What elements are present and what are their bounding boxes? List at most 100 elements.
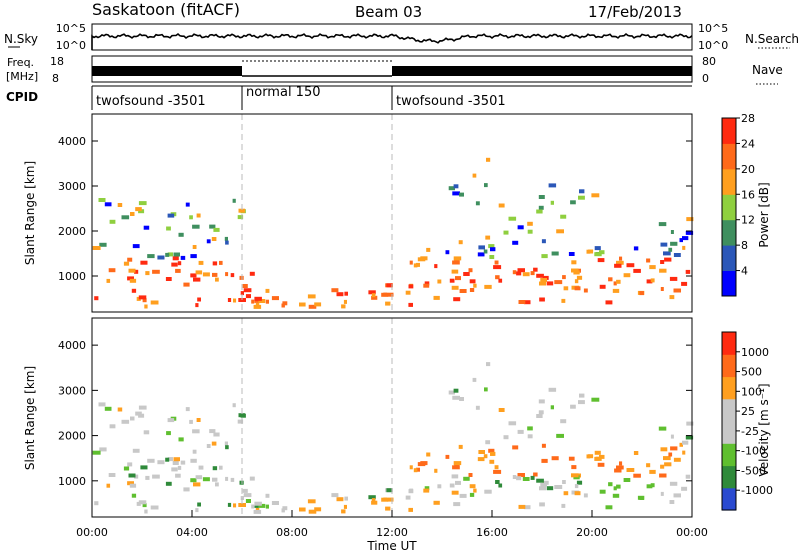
power-cell (143, 225, 150, 230)
velocity-cell (254, 501, 262, 506)
nsky-label: N.Sky (4, 32, 38, 46)
velocity-cell (571, 473, 579, 478)
power-cell (424, 281, 430, 286)
power-cell (451, 269, 459, 274)
velocity-cell (147, 458, 155, 463)
colorbar-swatch (722, 398, 736, 422)
power-cell (522, 272, 530, 277)
velocity-cell (599, 454, 605, 459)
velocity-cell (541, 443, 546, 448)
power-cell (192, 224, 200, 229)
power-cell (109, 219, 116, 224)
power-cell (463, 272, 470, 276)
power-cell (341, 304, 346, 309)
velocity-cell (138, 500, 147, 505)
velocity-cell (455, 480, 461, 485)
power-cell (571, 260, 577, 265)
x-tick-label: 12:00 (376, 526, 408, 539)
colorbar-tick-label: 4 (741, 265, 748, 278)
velocity-cell (212, 477, 218, 482)
power-cell (240, 291, 244, 296)
x-tick-label: 08:00 (276, 526, 308, 539)
power-panel: 1000 2000 3000 4000 Slant Range [km] 4 8 12 16… (23, 112, 771, 313)
beam-title: Beam 03 (355, 3, 422, 21)
velocity-cell (583, 493, 588, 498)
power-cell (167, 213, 175, 218)
velocity-cell (484, 387, 488, 392)
colorbar-tick-label: 500 (741, 366, 762, 379)
freq-tick-top: 18 (50, 55, 64, 68)
power-cell (556, 229, 564, 234)
power-cell (307, 294, 316, 299)
power-cell (254, 298, 259, 303)
x-tick-label: 04:00 (176, 526, 208, 539)
velocity-cell (189, 419, 193, 424)
power-cell (108, 268, 116, 273)
time-xlabel: Time UT (366, 539, 417, 553)
velocity-cell (185, 407, 190, 412)
power-cell (177, 261, 182, 266)
power-cell (171, 262, 178, 267)
velocity-cell (536, 414, 543, 418)
power-cell (145, 271, 150, 276)
power-cell (152, 269, 160, 274)
power-cell (127, 257, 133, 262)
velocity-colorbar: 1000 500 100 25 -25 -100 -500 -1000 (721, 331, 773, 511)
colorbar-tick-label: -500 (741, 464, 766, 477)
power-cell (445, 250, 450, 255)
velocity-cell (682, 440, 689, 445)
velocity-cell (166, 431, 171, 436)
velocity-cell (538, 399, 545, 404)
velocity-cell (386, 488, 393, 493)
power-cell (180, 255, 186, 260)
colorbar-tick-label: -1000 (741, 484, 773, 497)
velocity-cell (568, 456, 575, 461)
velocity-cell (271, 501, 279, 505)
power-cell (570, 200, 576, 205)
velocity-cell (619, 461, 623, 466)
power-cell (238, 208, 246, 213)
velocity-cell (424, 486, 430, 491)
power-cell (227, 298, 232, 302)
power-cell (512, 240, 519, 245)
power-cell (265, 299, 269, 304)
nsky-tick-bottom: 10^0 (56, 39, 86, 52)
velocity-cell (453, 388, 459, 393)
velocity-cell (472, 377, 477, 382)
velocity-cell (245, 499, 251, 503)
power-cell (453, 297, 461, 302)
power-cell (669, 295, 675, 300)
power-cell (483, 249, 488, 254)
power-cell (633, 246, 639, 251)
power-cell (128, 268, 136, 273)
power-cell (613, 281, 617, 286)
power-y-axis: 1000 2000 3000 4000 (58, 135, 692, 283)
velocity-cell (209, 429, 216, 434)
x-tick-label: 00:00 (76, 526, 108, 539)
power-cell (486, 157, 491, 162)
colorbar-swatch (722, 168, 736, 195)
power-cell (251, 299, 255, 304)
power-cell (539, 297, 545, 302)
power-cell (193, 277, 201, 282)
power-cell (527, 221, 533, 226)
power-colorbar-label: Power [dB] (757, 182, 771, 247)
power-cell (150, 300, 159, 305)
power-cell (408, 284, 414, 289)
velocity-cell (681, 486, 688, 491)
velocity-cell (109, 424, 116, 429)
velocity-cell (128, 473, 136, 478)
power-cell (451, 285, 459, 290)
power-cell (503, 230, 509, 235)
velocity-cell (344, 496, 348, 501)
velocity-cell (658, 426, 667, 431)
velocity-cell (408, 507, 413, 512)
freq-unit-label: [MHz] (6, 70, 38, 83)
power-cell (574, 279, 579, 284)
power-cell (498, 278, 503, 283)
power-cell (98, 198, 106, 202)
colorbar-swatch (722, 270, 736, 297)
time-x-axis: 00:00 04:00 08:00 12:00 16:00 20:00 00:00 (76, 510, 708, 539)
velocity-cell (668, 452, 673, 457)
